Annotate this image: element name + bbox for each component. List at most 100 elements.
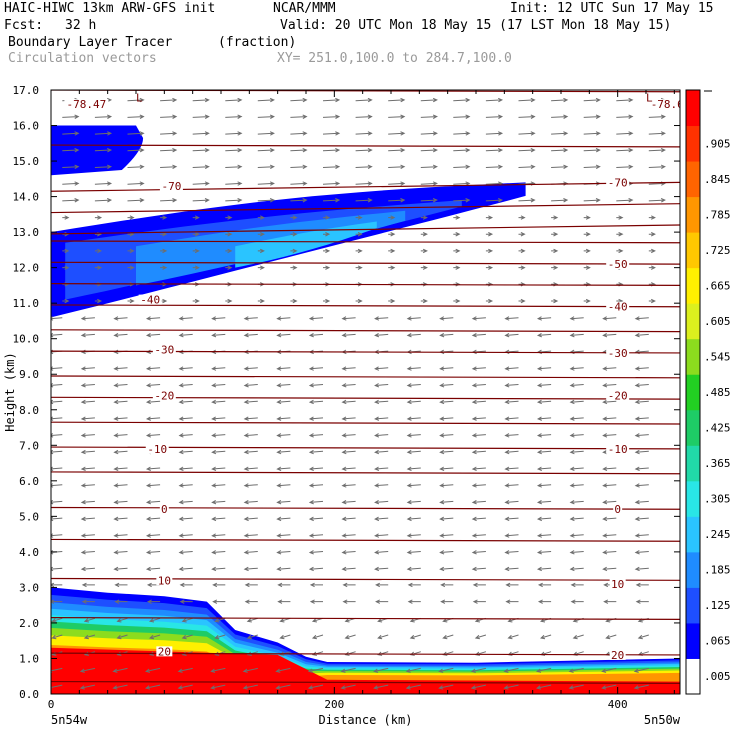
circulation-vector <box>81 582 95 588</box>
vectors-label: Circulation vectors <box>8 51 157 66</box>
circulation-vector <box>276 332 291 338</box>
circulation-vector <box>438 684 454 690</box>
circulation-vector <box>145 316 161 321</box>
circulation-vector <box>518 215 526 220</box>
circulation-vector <box>439 332 454 338</box>
circulation-vector <box>388 131 406 136</box>
circulation-vector <box>192 97 210 103</box>
circulation-vector <box>602 533 617 538</box>
circulation-vector <box>551 97 569 103</box>
circulation-vector <box>341 316 356 321</box>
circulation-vector <box>276 399 291 405</box>
circulation-vector <box>113 516 128 522</box>
circulation-vector <box>192 147 210 153</box>
circulation-vector <box>149 617 161 623</box>
circulation-vector <box>570 582 584 588</box>
circulation-vector <box>536 433 552 438</box>
circulation-vector <box>127 181 145 186</box>
circulation-vector <box>374 399 389 405</box>
circulation-vector <box>80 550 95 555</box>
circulation-vector <box>504 449 519 455</box>
circulation-vector <box>605 634 617 640</box>
circulation-vector <box>439 516 454 522</box>
circulation-vector <box>322 97 341 103</box>
circulation-vector <box>308 383 324 388</box>
circulation-vector <box>635 599 649 604</box>
circulation-vector <box>405 684 421 690</box>
circulation-vector <box>540 634 552 640</box>
circulation-vector <box>113 416 128 421</box>
circulation-vector <box>569 416 584 421</box>
contour-label: -30 <box>608 347 628 360</box>
circulation-vector <box>211 366 226 371</box>
circulation-vector <box>211 516 226 522</box>
circulation-vector <box>257 298 265 304</box>
circulation-vector <box>113 483 128 488</box>
circulation-vector <box>225 215 233 220</box>
circulation-vector <box>536 449 552 455</box>
circulation-vector <box>536 516 552 522</box>
circulation-vector <box>406 466 421 471</box>
circulation-vector <box>648 248 656 254</box>
circulation-vector <box>551 114 569 119</box>
circulation-vector <box>420 298 428 304</box>
colorbar-label: .065 <box>704 635 731 648</box>
colorbar-label: .785 <box>704 208 731 221</box>
circulation-vector <box>602 483 617 488</box>
isotherm-22 <box>51 680 680 684</box>
circulation-vector <box>322 181 341 186</box>
circulation-vector <box>94 181 113 186</box>
circulation-vector <box>211 533 226 538</box>
circulation-vector <box>94 215 103 220</box>
circulation-vector <box>62 114 80 119</box>
circulation-vector <box>225 147 243 153</box>
circulation-vector <box>80 366 95 371</box>
circulation-vector <box>518 97 536 103</box>
circulation-vector <box>471 499 486 505</box>
circulation-vector <box>178 483 193 488</box>
circulation-vector <box>471 550 486 555</box>
x-tick-label: 400 <box>608 698 628 711</box>
circulation-vector <box>290 298 298 304</box>
y-tick-label: 9.0 <box>19 368 39 381</box>
circulation-vector <box>244 599 258 604</box>
colorbar-swatch <box>686 409 700 446</box>
circulation-vector <box>648 232 656 237</box>
circulation-vector <box>518 164 536 170</box>
circulation-vector <box>127 131 145 136</box>
circulation-vector <box>648 265 656 270</box>
y-tick-label: 4.0 <box>19 546 39 559</box>
xy-label: XY= 251.0,100.0 to 284.7,100.0 <box>277 51 512 66</box>
circulation-vector <box>144 667 161 673</box>
circulation-vector <box>322 114 341 119</box>
circulation-vector <box>80 566 95 572</box>
circulation-vector <box>114 599 128 604</box>
circulation-vector <box>192 215 200 220</box>
circulation-vector <box>616 198 634 203</box>
circulation-vector <box>453 248 461 254</box>
circulation-vector <box>276 516 291 522</box>
circulation-vector <box>474 634 487 640</box>
circulation-vector <box>355 265 363 270</box>
circulation-vector <box>569 399 584 405</box>
circulation-vector <box>80 399 95 405</box>
circulation-vector <box>276 483 291 488</box>
circulation-vector <box>341 433 356 438</box>
circulation-vector <box>634 332 649 338</box>
circulation-vector <box>340 667 356 673</box>
circulation-vector <box>308 550 324 555</box>
circulation-vector <box>518 114 536 119</box>
circulation-vector <box>214 617 226 623</box>
circulation-vector <box>375 599 389 604</box>
contour-label: -78.47 <box>67 98 107 111</box>
circulation-vector <box>583 232 591 237</box>
colorbar-swatch <box>686 161 700 198</box>
isotherm-8 <box>51 283 680 287</box>
y-tick-label: 8.0 <box>19 404 39 417</box>
circulation-vector <box>602 332 617 338</box>
circulation-vector <box>243 483 258 488</box>
y-tick-label: 5.0 <box>19 510 39 523</box>
circulation-vector <box>602 399 617 405</box>
circulation-vector <box>243 499 258 505</box>
circulation-vector <box>583 298 591 304</box>
